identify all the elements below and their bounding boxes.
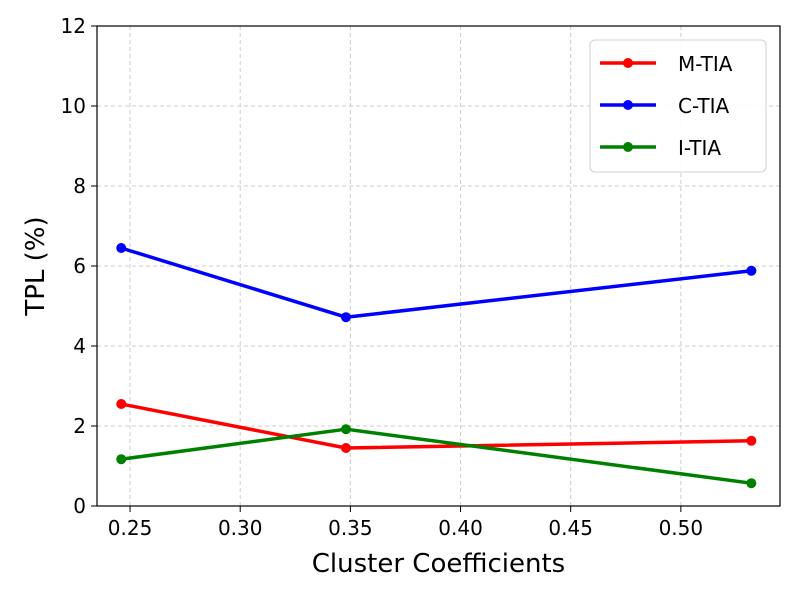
data-point-i-tia	[746, 478, 757, 489]
legend-label-i-tia: I-TIA	[678, 136, 721, 160]
series-lines	[116, 243, 757, 489]
y-tick-label: 0	[73, 494, 86, 518]
x-tick-label: 0.30	[218, 516, 263, 540]
x-axis-ticks: 0.25 0.30 0.35 0.40 0.45 0.50	[108, 506, 703, 540]
data-point-c-tia	[746, 265, 757, 276]
data-point-i-tia	[340, 424, 351, 435]
x-tick-label: 0.45	[548, 516, 593, 540]
legend-marker-m-tia	[623, 58, 633, 68]
legend-marker-c-tia	[623, 100, 633, 110]
y-axis-ticks: 0 2 4 6 8 10 12	[61, 14, 97, 518]
legend-label-m-tia: M-TIA	[678, 52, 733, 76]
y-tick-label: 6	[73, 254, 86, 278]
y-axis-label: TPL (%)	[21, 216, 51, 316]
y-tick-label: 2	[73, 414, 86, 438]
y-tick-label: 8	[73, 174, 86, 198]
x-tick-label: 0.40	[438, 516, 483, 540]
x-tick-label: 0.25	[108, 516, 153, 540]
data-point-i-tia	[116, 454, 127, 465]
legend-marker-i-tia	[623, 142, 633, 152]
data-point-c-tia	[116, 243, 127, 253]
data-point-c-tia	[340, 312, 351, 323]
y-tick-label: 12	[61, 14, 86, 38]
series-line-c-tia	[120, 246, 752, 319]
y-tick-label: 4	[73, 334, 86, 358]
data-point-m-tia	[116, 399, 127, 409]
legend: M-TIA C-TIA I-TIA	[589, 39, 767, 173]
legend-label-c-tia: C-TIA	[678, 94, 729, 118]
x-tick-label: 0.50	[659, 516, 704, 540]
series-line-i-tia	[121, 427, 752, 485]
y-tick-label: 10	[61, 94, 86, 118]
x-axis-label: Cluster Coefficients	[312, 549, 565, 579]
data-point-m-tia	[340, 443, 351, 453]
x-tick-label: 0.35	[328, 516, 373, 540]
data-point-m-tia	[746, 435, 757, 446]
legend-box	[589, 39, 767, 173]
